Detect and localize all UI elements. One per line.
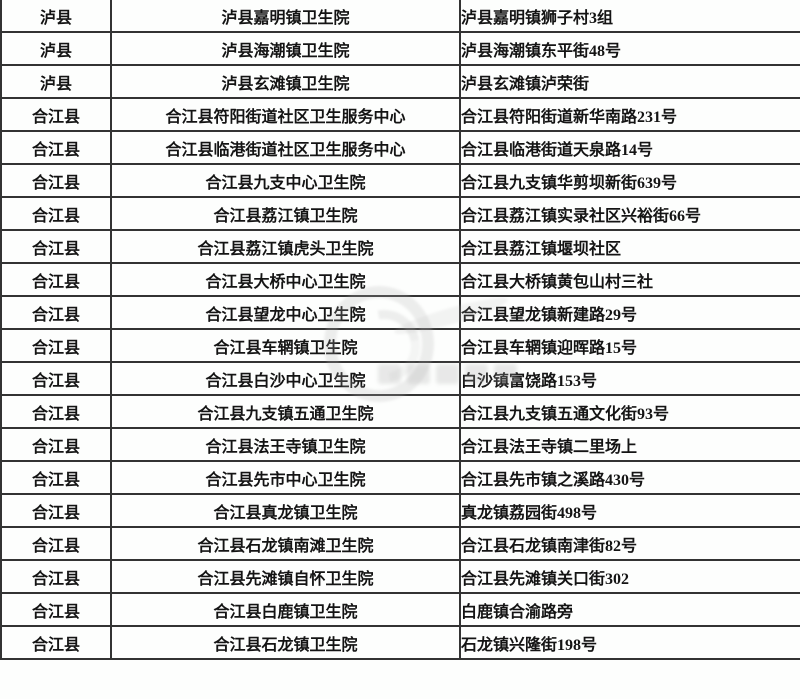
facility-cell: 合江县九支中心卫生院 xyxy=(110,163,461,198)
county-cell: 合江县 xyxy=(0,460,112,495)
county-cell: 合江县 xyxy=(0,97,112,132)
address-cell: 白鹿镇合渝路旁 xyxy=(459,592,800,627)
table-row: 合江县 合江县符阳街道社区卫生服务中心 合江县符阳街道新华南路231号 xyxy=(0,97,800,132)
facility-cell: 合江县临港街道社区卫生服务中心 xyxy=(110,130,461,165)
table-row: 合江县 合江县望龙中心卫生院 合江县望龙镇新建路29号 xyxy=(0,295,800,330)
table-row: 合江县 合江县石龙镇卫生院 石龙镇兴隆街198号 xyxy=(0,625,800,660)
table-row: 合江县 合江县先市中心卫生院 合江县先市镇之溪路430号 xyxy=(0,460,800,495)
address-cell: 合江县石龙镇南津街82号 xyxy=(459,526,800,561)
county-cell: 合江县 xyxy=(0,361,112,396)
table-row: 合江县 合江县法王寺镇卫生院 合江县法王寺镇二里场上 xyxy=(0,427,800,462)
county-cell: 合江县 xyxy=(0,196,112,231)
county-cell: 合江县 xyxy=(0,526,112,561)
table-row: 合江县 合江县荔江镇虎头卫生院 合江县荔江镇堰坝社区 xyxy=(0,229,800,264)
table-row: 合江县 合江县大桥中心卫生院 合江县大桥镇黄包山村三社 xyxy=(0,262,800,297)
table-row: 合江县 合江县荔江镇卫生院 合江县荔江镇实录社区兴裕街66号 xyxy=(0,196,800,231)
county-cell: 泸县 xyxy=(0,0,112,33)
address-cell: 合江县法王寺镇二里场上 xyxy=(459,427,800,462)
table-row: 合江县 合江县真龙镇卫生院 真龙镇荔园街498号 xyxy=(0,493,800,528)
facility-cell: 合江县九支镇五通卫生院 xyxy=(110,394,461,429)
address-cell: 泸县海潮镇东平街48号 xyxy=(459,31,800,66)
facility-cell: 泸县海潮镇卫生院 xyxy=(110,31,461,66)
address-cell: 合江县荔江镇实录社区兴裕街66号 xyxy=(459,196,800,231)
table-row: 合江县 合江县石龙镇南滩卫生院 合江县石龙镇南津街82号 xyxy=(0,526,800,561)
table-row: 合江县 合江县先滩镇自怀卫生院 合江县先滩镇关口街302 xyxy=(0,559,800,594)
facility-cell: 合江县石龙镇卫生院 xyxy=(110,625,461,660)
facility-cell: 合江县符阳街道社区卫生服务中心 xyxy=(110,97,461,132)
table-row: 泸县 泸县海潮镇卫生院 泸县海潮镇东平街48号 xyxy=(0,31,800,66)
facility-cell: 合江县望龙中心卫生院 xyxy=(110,295,461,330)
county-cell: 合江县 xyxy=(0,130,112,165)
address-cell: 合江县先滩镇关口街302 xyxy=(459,559,800,594)
county-cell: 合江县 xyxy=(0,493,112,528)
facility-cell: 合江县荔江镇虎头卫生院 xyxy=(110,229,461,264)
facility-cell: 合江县先滩镇自怀卫生院 xyxy=(110,559,461,594)
facility-cell: 合江县真龙镇卫生院 xyxy=(110,493,461,528)
county-cell: 合江县 xyxy=(0,262,112,297)
table-row: 合江县 合江县九支镇五通卫生院 合江县九支镇五通文化街93号 xyxy=(0,394,800,429)
county-cell: 合江县 xyxy=(0,328,112,363)
address-cell: 合江县荔江镇堰坝社区 xyxy=(459,229,800,264)
facility-cell: 合江县车辋镇卫生院 xyxy=(110,328,461,363)
county-cell: 合江县 xyxy=(0,394,112,429)
facility-cell: 合江县白鹿镇卫生院 xyxy=(110,592,461,627)
facility-cell: 合江县先市中心卫生院 xyxy=(110,460,461,495)
facility-cell: 合江县荔江镇卫生院 xyxy=(110,196,461,231)
address-cell: 泸县嘉明镇狮子村3组 xyxy=(459,0,800,33)
address-cell: 泸县玄滩镇泸荣街 xyxy=(459,64,800,99)
address-cell: 合江县先市镇之溪路430号 xyxy=(459,460,800,495)
table-row: 合江县 合江县白鹿镇卫生院 白鹿镇合渝路旁 xyxy=(0,592,800,627)
county-cell: 合江县 xyxy=(0,295,112,330)
address-cell: 合江县车辋镇迎晖路15号 xyxy=(459,328,800,363)
county-cell: 合江县 xyxy=(0,427,112,462)
table-row: 合江县 合江县白沙中心卫生院 白沙镇富饶路153号 xyxy=(0,361,800,396)
address-cell: 合江县九支镇五通文化街93号 xyxy=(459,394,800,429)
county-cell: 泸县 xyxy=(0,31,112,66)
table-row: 合江县 合江县九支中心卫生院 合江县九支镇华剪坝新街639号 xyxy=(0,163,800,198)
facility-cell: 合江县大桥中心卫生院 xyxy=(110,262,461,297)
county-cell: 合江县 xyxy=(0,229,112,264)
table-row: 泸县 泸县玄滩镇卫生院 泸县玄滩镇泸荣街 xyxy=(0,64,800,99)
county-cell: 合江县 xyxy=(0,625,112,660)
facility-table-body: 泸县 泸县嘉明镇卫生院 泸县嘉明镇狮子村3组 泸县 泸县海潮镇卫生院 泸县海潮镇东平街48… xyxy=(0,0,800,660)
facility-cell: 合江县白沙中心卫生院 xyxy=(110,361,461,396)
facility-cell: 泸县玄滩镇卫生院 xyxy=(110,64,461,99)
facility-cell: 合江县石龙镇南滩卫生院 xyxy=(110,526,461,561)
county-cell: 合江县 xyxy=(0,559,112,594)
county-cell: 合江县 xyxy=(0,592,112,627)
address-cell: 合江县临港街道天泉路14号 xyxy=(459,130,800,165)
address-cell: 真龙镇荔园街498号 xyxy=(459,493,800,528)
address-cell: 合江县符阳街道新华南路231号 xyxy=(459,97,800,132)
table-row: 合江县 合江县车辋镇卫生院 合江县车辋镇迎晖路15号 xyxy=(0,328,800,363)
table-row: 泸县 泸县嘉明镇卫生院 泸县嘉明镇狮子村3组 xyxy=(0,0,800,33)
address-cell: 合江县九支镇华剪坝新街639号 xyxy=(459,163,800,198)
county-cell: 泸县 xyxy=(0,64,112,99)
address-cell: 白沙镇富饶路153号 xyxy=(459,361,800,396)
facility-cell: 泸县嘉明镇卫生院 xyxy=(110,0,461,33)
address-cell: 石龙镇兴隆街198号 xyxy=(459,625,800,660)
address-cell: 合江县大桥镇黄包山村三社 xyxy=(459,262,800,297)
address-cell: 合江县望龙镇新建路29号 xyxy=(459,295,800,330)
health-facility-table: 泸县 泸县嘉明镇卫生院 泸县嘉明镇狮子村3组 泸县 泸县海潮镇卫生院 泸县海潮镇东平街48… xyxy=(0,0,800,660)
table-row: 合江县 合江县临港街道社区卫生服务中心 合江县临港街道天泉路14号 xyxy=(0,130,800,165)
facility-cell: 合江县法王寺镇卫生院 xyxy=(110,427,461,462)
county-cell: 合江县 xyxy=(0,163,112,198)
